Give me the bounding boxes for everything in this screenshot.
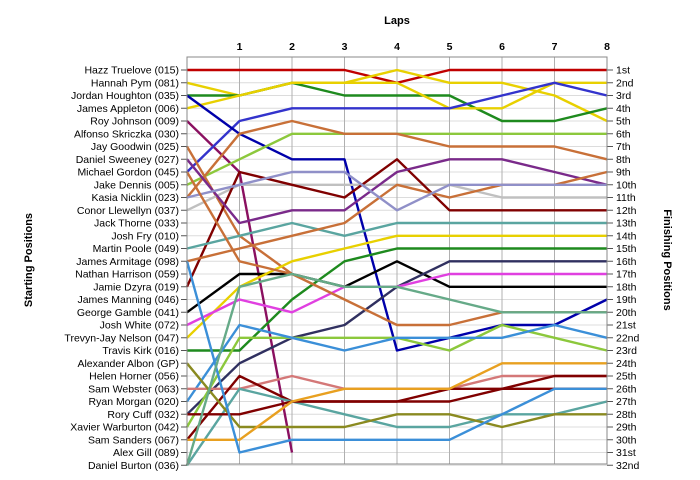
driver-label: Josh Fry (010) bbox=[111, 230, 179, 242]
finish-position-label: 20th bbox=[616, 307, 637, 319]
finish-position-label: 7th bbox=[616, 141, 631, 153]
finish-position-label: 26th bbox=[616, 383, 637, 395]
finish-position-label: 21st bbox=[616, 320, 636, 332]
driver-label: Rory Cuff (032) bbox=[107, 409, 179, 421]
driver-label: Alfonso Skriczka (030) bbox=[74, 128, 179, 140]
finish-position-label: 2nd bbox=[616, 77, 634, 89]
finish-position-label: 12th bbox=[616, 205, 637, 217]
driver-label: James Armitage (098) bbox=[76, 256, 179, 268]
driver-label: Daniel Burton (036) bbox=[88, 460, 179, 472]
x-tick-label: 6 bbox=[499, 41, 505, 53]
series-line bbox=[186, 260, 607, 314]
series-line bbox=[186, 234, 607, 339]
series-line bbox=[186, 387, 608, 466]
driver-label: Helen Horner (056) bbox=[89, 371, 179, 383]
driver-label: James Appleton (006) bbox=[77, 103, 179, 115]
series-line bbox=[185, 260, 607, 454]
finish-position-label: 19th bbox=[616, 294, 637, 306]
driver-label: Jordan Houghton (035) bbox=[71, 90, 179, 102]
series-line bbox=[185, 272, 607, 466]
x-axis-title: Laps bbox=[384, 15, 410, 27]
finish-position-label: 17th bbox=[616, 269, 637, 281]
series-line bbox=[186, 119, 608, 199]
driver-label: Sam Sanders (067) bbox=[88, 434, 179, 446]
series-line bbox=[186, 81, 607, 110]
series-line bbox=[186, 170, 607, 212]
driver-label: Jamie Dzyra (019) bbox=[93, 281, 179, 293]
driver-label: Conor Llewellyn (037) bbox=[77, 205, 179, 217]
driver-label: Jay Goodwin (025) bbox=[91, 141, 179, 153]
finish-position-label: 18th bbox=[616, 281, 637, 293]
x-tick-label: 8 bbox=[604, 41, 610, 53]
driver-label: George Gamble (041) bbox=[77, 307, 179, 319]
driver-label: James Manning (046) bbox=[77, 294, 179, 306]
finish-position-label: 31st bbox=[616, 447, 636, 459]
finish-position-label: 13th bbox=[616, 218, 637, 230]
driver-label: Alexander Albon (GP) bbox=[77, 358, 179, 370]
series-line bbox=[186, 221, 607, 250]
driver-label: Kasia Nicklin (023) bbox=[91, 192, 179, 204]
finish-position-label: 3rd bbox=[616, 90, 631, 102]
series-line bbox=[186, 81, 608, 173]
driver-label: Trevyn-Jay Nelson (047) bbox=[64, 332, 179, 344]
driver-label: Daniel Sweeney (027) bbox=[76, 154, 179, 166]
finish-position-label: 10th bbox=[616, 179, 637, 191]
finish-position-label: 30th bbox=[616, 434, 637, 446]
finishing-position-labels: 1st2nd3rd4th5th6th7th8th9th10th11th12th1… bbox=[607, 65, 640, 472]
finish-position-label: 8th bbox=[616, 154, 631, 166]
finish-position-label: 29th bbox=[616, 422, 637, 434]
driver-label: Alex Gill (089) bbox=[113, 447, 179, 459]
driver-label: Jake Dennis (005) bbox=[94, 179, 179, 191]
y2-axis-title: Finishing Positions bbox=[661, 209, 673, 310]
finish-position-label: 1st bbox=[616, 65, 630, 77]
x-tick-label: 5 bbox=[447, 41, 453, 53]
x-tick-label: 7 bbox=[552, 41, 558, 53]
finish-position-label: 25th bbox=[616, 371, 637, 383]
series-line bbox=[186, 158, 608, 225]
series-line bbox=[187, 387, 607, 416]
finish-position-label: 11th bbox=[616, 192, 636, 204]
driver-label: Hannah Pym (081) bbox=[91, 77, 179, 89]
driver-label: Hazz Truelove (015) bbox=[84, 65, 179, 77]
driver-label: Nathan Harrison (059) bbox=[75, 269, 179, 281]
driver-label: Travis Kirk (016) bbox=[102, 345, 179, 357]
finish-position-label: 28th bbox=[616, 409, 637, 421]
driver-label: Roy Johnson (009) bbox=[90, 116, 179, 128]
y-axis-title: Starting Positions bbox=[23, 213, 35, 307]
driver-label: Martin Poole (049) bbox=[93, 243, 179, 255]
series-line bbox=[186, 94, 608, 352]
x-tick-label: 1 bbox=[237, 41, 243, 53]
driver-label: Michael Gordon (045) bbox=[77, 167, 179, 179]
finish-position-label: 27th bbox=[616, 396, 637, 408]
driver-label: Xavier Warburton (042) bbox=[70, 422, 179, 434]
x-tick-label: 2 bbox=[289, 41, 295, 53]
series-line bbox=[187, 247, 607, 352]
finish-position-label: 9th bbox=[616, 167, 631, 179]
driver-label: Jack Thorne (033) bbox=[94, 218, 179, 230]
driver-label: Sam Webster (063) bbox=[88, 383, 179, 395]
finish-position-label: 15th bbox=[616, 243, 637, 255]
driver-label: Ryan Morgan (020) bbox=[89, 396, 179, 408]
finish-position-label: 16th bbox=[616, 256, 637, 268]
finish-position-label: 32nd bbox=[616, 460, 640, 472]
x-tick-label: 4 bbox=[394, 41, 400, 53]
finish-position-label: 23rd bbox=[616, 345, 637, 357]
finish-position-label: 22nd bbox=[616, 332, 640, 344]
series-line bbox=[187, 362, 607, 441]
starting-position-labels: Hazz Truelove (015)Hannah Pym (081)Jorda… bbox=[64, 65, 187, 472]
finish-position-label: 5th bbox=[616, 116, 631, 128]
driver-label: Josh White (072) bbox=[100, 320, 179, 332]
x-axis-ticks: 1 2 3 4 5 6 7 8 bbox=[237, 41, 611, 53]
finish-position-label: 4th bbox=[616, 103, 631, 115]
series-line bbox=[185, 158, 607, 288]
finish-position-label: 24th bbox=[616, 358, 637, 370]
plot-frame bbox=[186, 56, 608, 465]
finish-position-label: 14th bbox=[616, 230, 637, 242]
series-line bbox=[186, 323, 608, 403]
series-lines bbox=[185, 68, 608, 466]
x-tick-label: 3 bbox=[342, 41, 348, 53]
finish-position-label: 6th bbox=[616, 128, 631, 140]
